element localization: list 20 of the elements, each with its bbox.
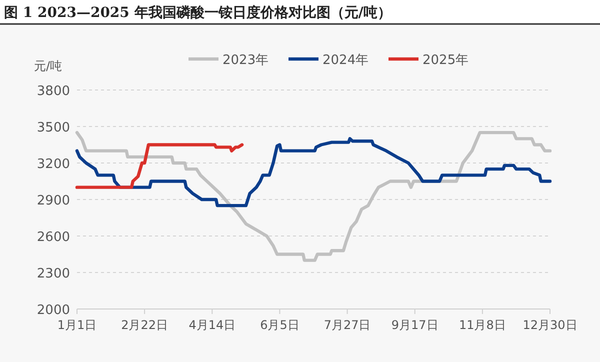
x-tick-label: 12月30日: [522, 318, 578, 332]
x-tick-label: 7月27日: [324, 318, 371, 332]
y-tick-label: 2600: [36, 230, 70, 245]
x-tick-label: 11月8日: [458, 318, 506, 332]
y-tick-label: 2900: [36, 194, 70, 208]
y-tick-label: 3200: [36, 157, 70, 172]
legend-label: 2025年: [422, 53, 469, 68]
x-tick-label: 4月14日: [188, 318, 236, 332]
x-tick-label: 9月17日: [391, 318, 438, 332]
title: 图 1 2023—2025 年我国磷酸一铵日度价格对比图（元/吨）: [4, 5, 392, 21]
legend-label: 2023年: [222, 53, 269, 68]
legend-label: 2024年: [322, 53, 369, 68]
x-tick-label: 6月5日: [260, 318, 300, 332]
y-tick-label: 3500: [36, 120, 70, 136]
y-axis-title: 元/吨: [34, 59, 62, 73]
y-tick-label: 3800: [36, 84, 70, 99]
x-tick-label: 2月22日: [121, 318, 168, 332]
x-tick-label: 1月1日: [57, 318, 97, 332]
y-tick-label: 2300: [36, 266, 70, 282]
y-tick-label: 2000: [36, 303, 70, 318]
